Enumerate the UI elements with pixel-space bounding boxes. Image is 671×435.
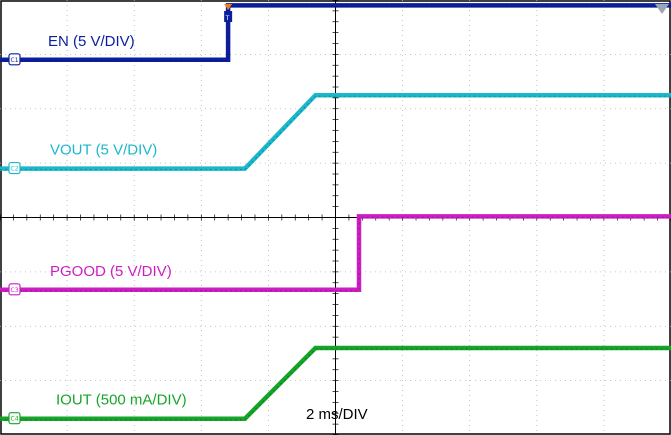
series-label-c4: IOUT (500 mA/DIV) (56, 392, 187, 409)
svg-text:C4: C4 (11, 416, 19, 423)
series-label-c2: VOUT (5 V/DIV) (50, 142, 157, 159)
channel-badge-c4: C4 (8, 412, 21, 425)
trace-c3 (0, 214, 671, 293)
trace-c4 (0, 345, 671, 421)
channel-badge-c1: C1 (8, 53, 21, 66)
traces (0, 3, 671, 421)
timebase-position-marker (655, 4, 669, 14)
trigger-marker: T (224, 4, 669, 22)
series-label-c1: EN (5 V/DIV) (48, 33, 135, 50)
trace-c2 (0, 92, 671, 171)
svg-text:C2: C2 (11, 166, 19, 173)
trigger-text: T (225, 15, 230, 22)
svg-text:C1: C1 (11, 57, 19, 64)
channel-badge-c3: C3 (8, 283, 21, 296)
trace-noise-c2 (0, 95, 671, 171)
trace-labels: C1 EN (5 V/DIV) C2 VOUT (5 V/DIV) C3 PGOOD (5… (8, 33, 187, 425)
svg-text:C3: C3 (11, 287, 19, 294)
trace-noise-c1 (0, 5, 671, 62)
trigger-box (224, 11, 233, 22)
trace-noise-c3 (0, 216, 671, 292)
series-label-c3: PGOOD (5 V/DIV) (50, 263, 172, 280)
timebase-label: 2 ms/DIV (306, 406, 368, 423)
trace-c1 (0, 3, 671, 63)
channel-badge-c2: C2 (8, 161, 21, 175)
trigger-arrow (224, 4, 233, 10)
